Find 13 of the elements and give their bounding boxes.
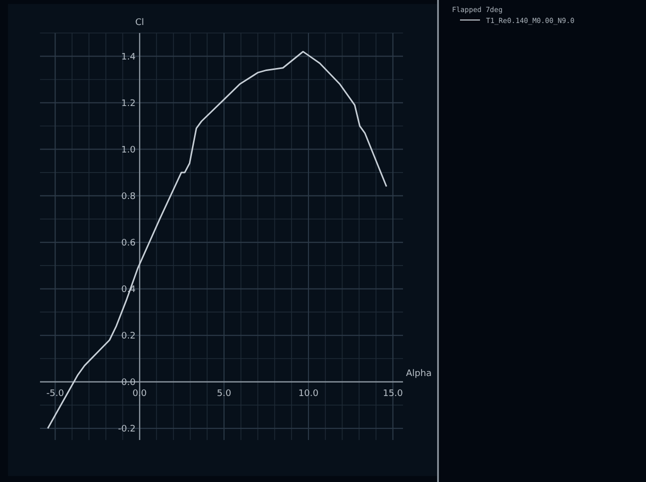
y-tick-label: 0.8 bbox=[121, 192, 136, 202]
y-tick-label: 1.4 bbox=[121, 52, 136, 62]
y-tick-label: 0.2 bbox=[121, 331, 136, 342]
y-tick-label: 1.0 bbox=[121, 145, 136, 156]
x-tick-label: 15.0 bbox=[382, 388, 404, 399]
y-axis-title: Cl bbox=[135, 18, 144, 28]
x-tick-label: -5.0 bbox=[46, 388, 64, 399]
x-axis-title: Alpha bbox=[406, 368, 432, 379]
y-tick-label: 0.6 bbox=[121, 238, 136, 248]
x-tick-label: 5.0 bbox=[216, 388, 232, 399]
x-tick-label: 10.0 bbox=[298, 388, 319, 399]
y-tick-label: 1.2 bbox=[121, 98, 136, 109]
y-tick-label: -0.2 bbox=[118, 424, 136, 434]
